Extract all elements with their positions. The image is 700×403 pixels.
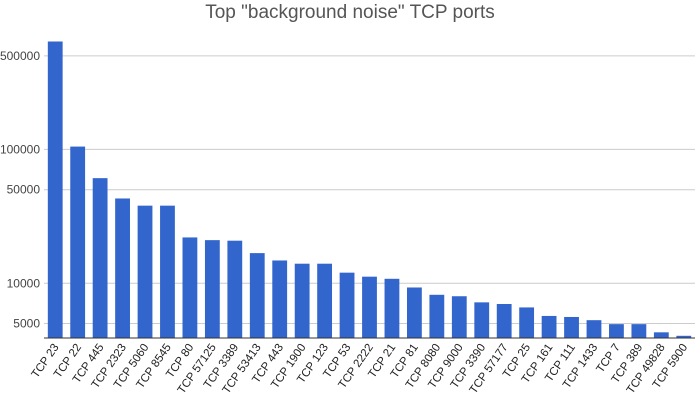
bar: [631, 324, 647, 338]
y-tick-label: 500000: [0, 49, 40, 63]
bar: [227, 240, 243, 338]
bar: [564, 316, 579, 338]
y-tick-label: 100000: [0, 142, 40, 156]
y-tick-label: 50000: [7, 183, 41, 197]
bar: [384, 278, 400, 338]
bar: [182, 237, 198, 338]
bar: [676, 335, 692, 338]
bar: [70, 146, 86, 338]
bar: [496, 303, 512, 338]
bar: [294, 263, 310, 338]
bar: [519, 307, 535, 338]
bar: [429, 294, 445, 338]
bar: [451, 296, 467, 338]
y-tick-label: 10000: [7, 276, 41, 290]
bar: [653, 332, 669, 338]
bar: [204, 240, 220, 338]
bar: [609, 324, 624, 338]
bar: [586, 320, 602, 338]
bar: [92, 178, 108, 338]
bar: [137, 205, 153, 338]
bars: [47, 41, 692, 338]
bar: [362, 276, 377, 338]
bar: [406, 287, 422, 338]
bar: [160, 205, 175, 338]
bar: [317, 263, 333, 338]
bar: [47, 41, 63, 338]
bar: [249, 253, 265, 338]
bar: [115, 198, 130, 338]
bar: [272, 260, 288, 338]
bar: [474, 302, 490, 338]
bar: [541, 315, 557, 338]
bar: [339, 272, 355, 338]
y-tick-label: 5000: [13, 317, 40, 331]
chart-title: Top "background noise" TCP ports: [205, 2, 495, 23]
y-axis-tick-labels: 5000 10000 50000 100000 500000: [0, 49, 40, 331]
